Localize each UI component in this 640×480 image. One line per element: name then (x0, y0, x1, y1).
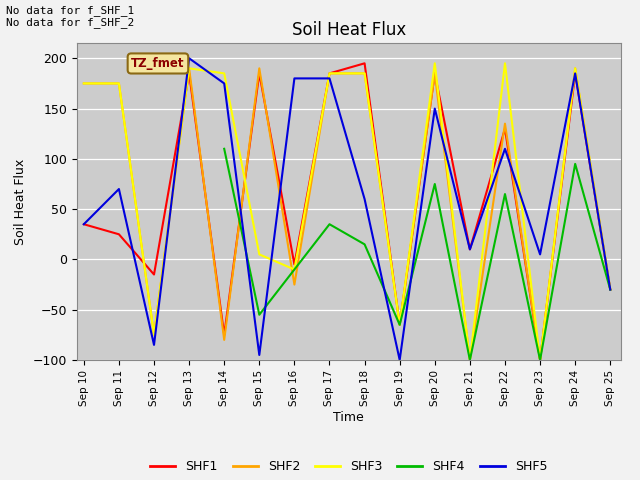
Title: Soil Heat Flux: Soil Heat Flux (292, 21, 406, 39)
Text: No data for f_SHF_1
No data for f_SHF_2: No data for f_SHF_1 No data for f_SHF_2 (6, 5, 134, 28)
X-axis label: Time: Time (333, 411, 364, 424)
Text: TZ_fmet: TZ_fmet (131, 57, 185, 70)
Y-axis label: Soil Heat Flux: Soil Heat Flux (14, 158, 27, 245)
Legend: SHF1, SHF2, SHF3, SHF4, SHF5: SHF1, SHF2, SHF3, SHF4, SHF5 (145, 455, 552, 478)
